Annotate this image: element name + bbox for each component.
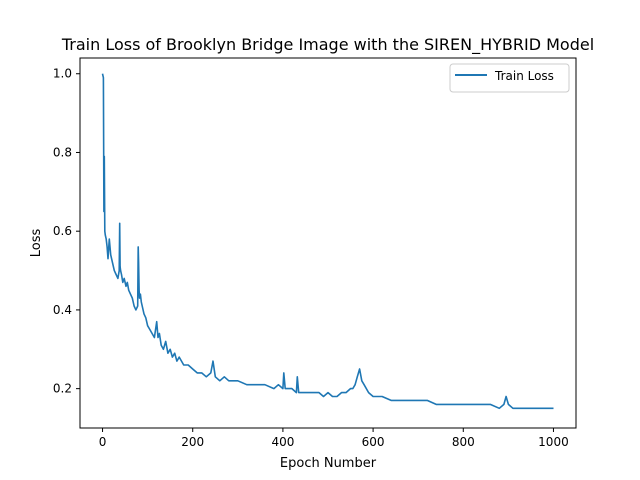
legend-box bbox=[449, 63, 570, 93]
x-tick-label: 0 bbox=[99, 435, 107, 449]
axes-frame bbox=[79, 57, 577, 429]
x-tick-label: 800 bbox=[452, 435, 475, 449]
x-tick-label: 200 bbox=[181, 435, 204, 449]
y-axis-label: Loss bbox=[29, 229, 44, 258]
x-tick-label: 600 bbox=[362, 435, 385, 449]
legend: Train Loss bbox=[449, 63, 570, 93]
plot-area bbox=[101, 73, 554, 410]
x-tick-label: 400 bbox=[271, 435, 294, 449]
x-axis-label: Epoch Number bbox=[280, 456, 377, 471]
y-tick-label: 0.6 bbox=[53, 224, 72, 238]
y-tick-label: 0.8 bbox=[53, 145, 72, 159]
axis-ticks: 0 200 400 600 800 1000 0.2 0.4 0.6 0.8 1.0 bbox=[53, 67, 569, 449]
legend-label: Train Loss bbox=[494, 69, 554, 83]
y-tick-label: 0.4 bbox=[53, 303, 72, 317]
series-line-train-loss bbox=[101, 73, 554, 410]
x-tick-label: 1000 bbox=[538, 435, 569, 449]
y-tick-label: 0.2 bbox=[53, 382, 72, 396]
y-tick-label: 1.0 bbox=[53, 67, 72, 81]
chart-title: Train Loss of Brooklyn Bridge Image with… bbox=[61, 35, 594, 55]
